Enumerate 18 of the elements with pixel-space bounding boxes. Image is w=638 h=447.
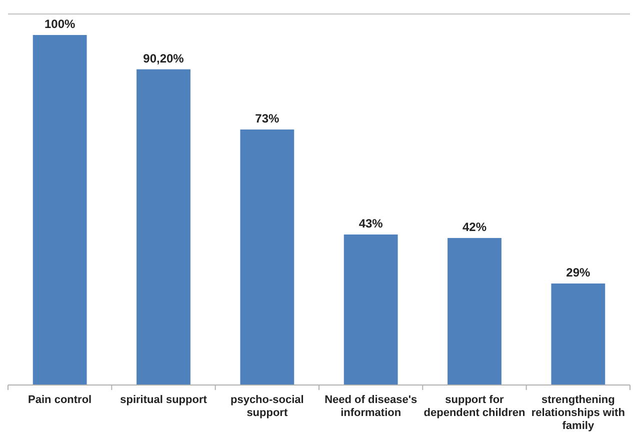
x-tick-label: Need of disease's information (324, 394, 418, 419)
bar (448, 238, 502, 385)
data-label: 42% (462, 220, 487, 234)
data-label: 29% (566, 266, 590, 280)
bar (136, 69, 190, 385)
x-tick-label: strengthening relationships with family (531, 394, 626, 432)
data-label: 100% (44, 17, 76, 31)
x-tick-label: psycho-social support (230, 394, 304, 419)
data-label: 73% (255, 112, 280, 126)
x-tick-label: spiritual support (120, 394, 208, 406)
bar (344, 234, 398, 385)
bar (32, 35, 87, 385)
bar (551, 284, 606, 385)
x-tick-label: support for dependent children (424, 394, 526, 419)
x-tick-label: Pain control (28, 394, 92, 406)
data-label: 43% (358, 216, 384, 230)
bar (240, 130, 294, 385)
data-label: 90,20% (143, 51, 184, 66)
